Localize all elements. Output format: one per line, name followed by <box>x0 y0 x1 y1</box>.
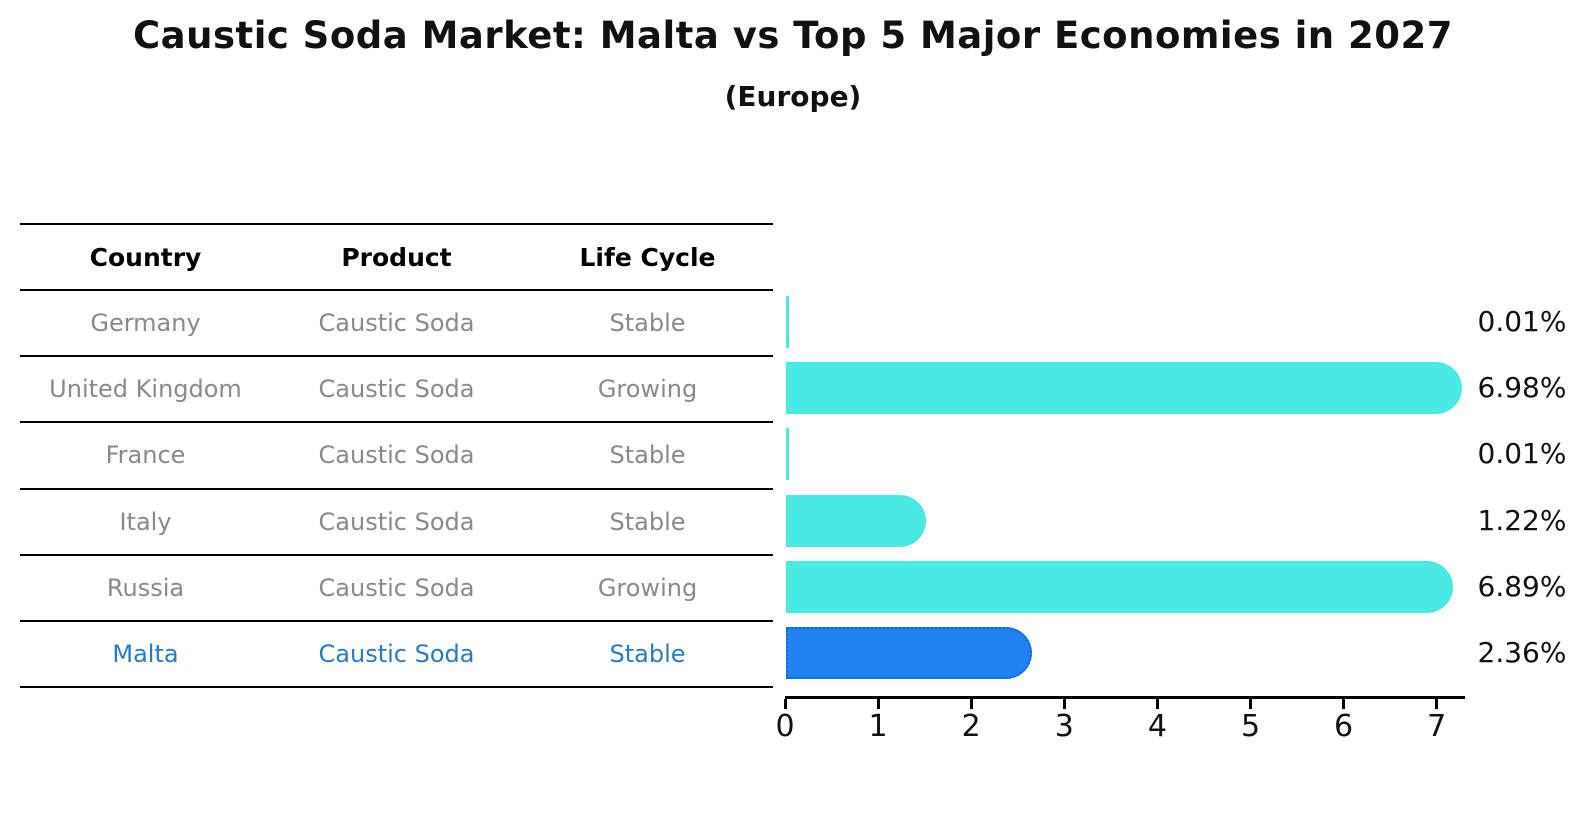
table-body: Germany Caustic Soda Stable United Kingdom C… <box>20 291 773 689</box>
value-label-russia: 6.89% <box>1477 569 1567 603</box>
bar-france <box>786 428 789 481</box>
x-tick-label-0: 0 <box>775 709 795 744</box>
table-cell-life-cycle: Stable <box>609 640 686 669</box>
table-cell-life-cycle: Stable <box>609 309 686 338</box>
table-cell-country: Germany <box>90 309 201 338</box>
table-row-malta: Malta Caustic Soda Stable <box>20 622 773 689</box>
table-cell-life-cycle: Growing <box>597 573 698 602</box>
x-tick-label-7: 7 <box>1427 709 1447 744</box>
bar-malta <box>786 626 1032 679</box>
table-cell-country: Russia <box>106 573 185 602</box>
table-cell-country: France <box>105 441 186 470</box>
value-label-italy: 1.22% <box>1477 503 1567 537</box>
table-cell-product: Caustic Soda <box>318 573 475 602</box>
table-row-russia: Russia Caustic Soda Growing <box>20 556 773 622</box>
x-tick-label-1: 1 <box>868 709 888 744</box>
x-tick-2 <box>969 699 973 709</box>
table-cell-product: Caustic Soda <box>318 441 475 470</box>
table-cell-life-cycle: Stable <box>609 507 686 536</box>
x-tick-label-4: 4 <box>1147 709 1167 744</box>
column-header-country: Country <box>89 242 202 272</box>
bar-germany <box>786 296 789 349</box>
x-tick-4 <box>1155 699 1159 709</box>
table-cell-country: United Kingdom <box>49 375 242 404</box>
table-row-italy: Italy Caustic Soda Stable <box>20 490 773 556</box>
table-cell-product: Caustic Soda <box>318 375 475 404</box>
column-header-product: Product <box>341 242 452 272</box>
table-cell-country: Italy <box>119 507 172 536</box>
x-tick-6 <box>1342 699 1346 709</box>
table-cell-product: Caustic Soda <box>318 507 475 536</box>
bar-russia <box>786 560 1454 613</box>
table-row-france: France Caustic Soda Stable <box>20 423 773 490</box>
table-cell-product: Caustic Soda <box>318 309 475 338</box>
chart-title: Caustic Soda Market: Malta vs Top 5 Majo… <box>133 14 1453 57</box>
table-cell-life-cycle: Growing <box>597 375 698 404</box>
table-header-row: Country Product Life Cycle <box>20 223 773 291</box>
x-tick-0 <box>783 699 787 709</box>
x-tick-label-2: 2 <box>961 709 981 744</box>
x-axis-line <box>785 696 1465 699</box>
bar-united-kingdom <box>786 362 1462 415</box>
value-label-germany: 0.01% <box>1477 305 1567 339</box>
table-row-united-kingdom: United Kingdom Caustic Soda Growing <box>20 357 773 424</box>
x-tick-7 <box>1435 699 1439 709</box>
x-tick-5 <box>1249 699 1252 709</box>
table-row-germany: Germany Caustic Soda Stable <box>20 291 773 358</box>
bar-italy <box>786 494 926 547</box>
value-label-malta: 2.36% <box>1477 635 1567 669</box>
x-tick-1 <box>876 699 880 709</box>
country-table: Country Product Life Cycle Germany Causti… <box>20 223 773 689</box>
table-cell-country: Malta <box>112 640 179 669</box>
x-tick-label-3: 3 <box>1054 709 1074 744</box>
x-tick-label-6: 6 <box>1334 709 1354 744</box>
value-label-united-kingdom: 6.98% <box>1477 371 1567 405</box>
value-label-france: 0.01% <box>1477 437 1567 471</box>
x-tick-label-5: 5 <box>1240 709 1261 744</box>
chart-subtitle: (Europe) <box>724 80 862 113</box>
column-header-life-cycle: Life Cycle <box>579 242 716 272</box>
x-tick-3 <box>1062 699 1066 709</box>
table-cell-life-cycle: Stable <box>609 441 686 470</box>
table-cell-product: Caustic Soda <box>318 640 475 669</box>
